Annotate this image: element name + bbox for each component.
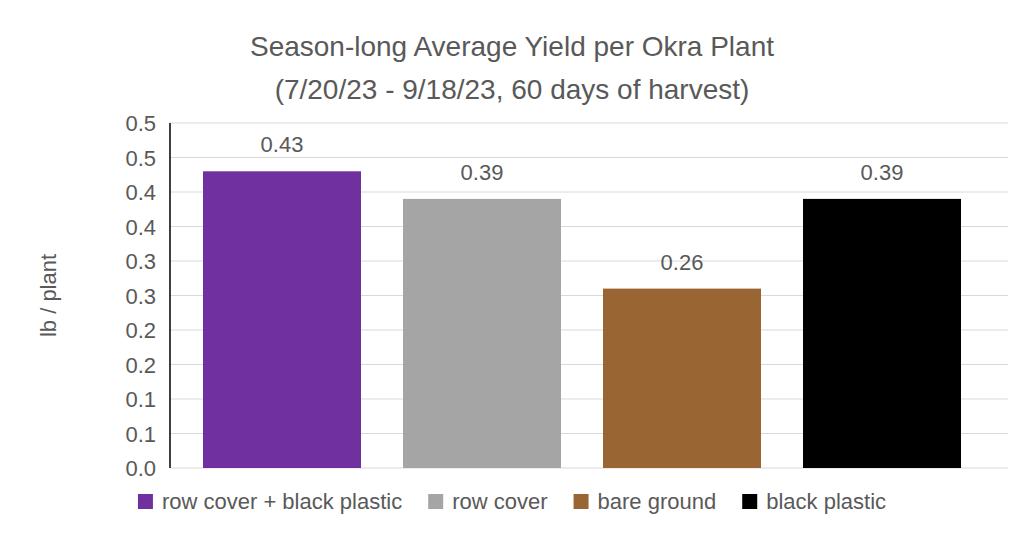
legend-label: black plastic <box>766 489 886 514</box>
y-tick-label: 0.1 <box>125 387 156 412</box>
y-tick-label: 0.2 <box>125 318 156 343</box>
grid-line <box>170 123 1008 124</box>
y-tick-label: 0.5 <box>125 146 156 171</box>
y-tick-label: 0.4 <box>125 180 156 205</box>
chart-svg: Season-long Average Yield per Okra Plant… <box>0 0 1024 539</box>
bar <box>603 289 761 468</box>
y-tick-label: 0.3 <box>125 249 156 274</box>
legend-swatch <box>574 494 589 509</box>
y-tick-label: 0.2 <box>125 353 156 378</box>
legend-swatch <box>742 494 757 509</box>
legend-swatch <box>138 494 153 509</box>
y-tick-label: 0.4 <box>125 215 156 240</box>
data-label: 0.26 <box>661 250 704 275</box>
data-label: 0.43 <box>261 132 304 157</box>
bar <box>403 199 561 468</box>
legend-swatch <box>428 494 443 509</box>
subtitle: (7/20/23 - 9/18/23, 60 days of harvest) <box>275 74 750 105</box>
legend-label: bare ground <box>598 489 717 514</box>
y-axis-label: lb / plant <box>36 254 61 337</box>
legend: row cover + black plastic row cover bare g… <box>138 489 886 514</box>
bar <box>203 171 361 468</box>
y-tick-label: 0.1 <box>125 422 156 447</box>
chart-root: Season-long Average Yield per Okra Plant… <box>0 0 1024 539</box>
data-label: 0.39 <box>861 160 904 185</box>
y-tick-label: 0.0 <box>125 456 156 481</box>
y-tick-label: 0.3 <box>125 284 156 309</box>
data-label: 0.39 <box>461 160 504 185</box>
legend-label: row cover + black plastic <box>162 489 402 514</box>
y-tick-label: 0.5 <box>125 111 156 136</box>
y-axis-line <box>169 123 171 468</box>
bars <box>203 171 961 468</box>
background <box>0 0 1024 539</box>
bar <box>803 199 961 468</box>
title: Season-long Average Yield per Okra Plant <box>250 31 774 62</box>
legend-label: row cover <box>452 489 547 514</box>
